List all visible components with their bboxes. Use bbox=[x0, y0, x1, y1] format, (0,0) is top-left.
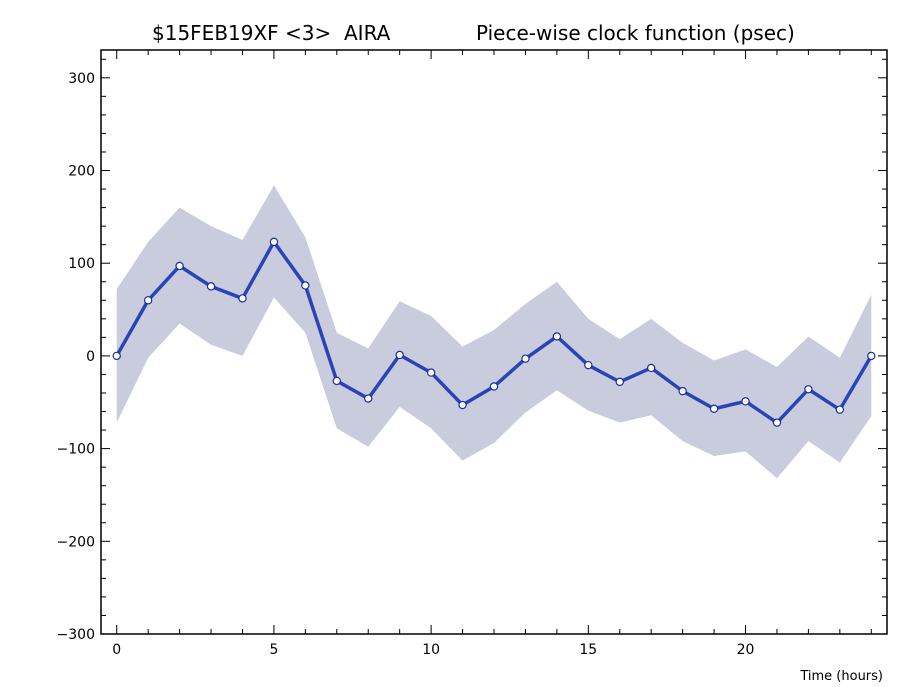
y-tick-label: −100 bbox=[57, 442, 95, 458]
uncertainty-band-layer bbox=[116, 185, 872, 479]
data-point bbox=[112, 351, 121, 361]
data-point bbox=[175, 261, 184, 271]
data-point bbox=[647, 363, 656, 373]
data-point bbox=[301, 281, 310, 290]
data-point bbox=[709, 404, 719, 413]
data-point bbox=[521, 354, 530, 363]
y-tick-label: 300 bbox=[68, 71, 95, 87]
data-point bbox=[332, 376, 341, 386]
chart-title-left: $15FEB19XF <3> AIRA bbox=[152, 21, 391, 45]
data-point bbox=[489, 382, 499, 391]
data-point bbox=[867, 351, 876, 361]
data-point bbox=[426, 368, 436, 377]
data-point bbox=[835, 405, 845, 414]
data-point bbox=[143, 296, 153, 305]
y-tick-label: 200 bbox=[68, 164, 95, 180]
data-point bbox=[269, 237, 279, 247]
x-axis-label: Time (hours) bbox=[799, 669, 883, 684]
x-tick-label: 0 bbox=[112, 642, 121, 658]
y-tick-label: −300 bbox=[57, 627, 95, 643]
chart-title-right: Piece-wise clock function (psec) bbox=[476, 21, 795, 45]
y-tick-label: 0 bbox=[86, 349, 95, 365]
data-point bbox=[804, 385, 813, 394]
data-point bbox=[364, 394, 373, 403]
data-point bbox=[395, 350, 404, 360]
data-point bbox=[458, 400, 467, 410]
series-marker-layer bbox=[112, 237, 876, 427]
data-point bbox=[772, 418, 782, 427]
x-tick-label: 5 bbox=[269, 642, 278, 658]
data-point bbox=[741, 397, 750, 406]
x-tick-label: 20 bbox=[737, 642, 755, 658]
x-tick-label: 10 bbox=[422, 642, 440, 658]
data-point bbox=[206, 282, 216, 291]
data-point bbox=[615, 377, 624, 387]
y-tick-label: −200 bbox=[57, 534, 95, 550]
data-point bbox=[678, 386, 687, 396]
data-point bbox=[584, 360, 593, 370]
x-tick-label: 15 bbox=[579, 642, 597, 658]
uncertainty-band bbox=[116, 185, 872, 479]
data-point bbox=[552, 332, 562, 341]
y-tick-label: 100 bbox=[68, 256, 95, 272]
data-point bbox=[238, 294, 247, 303]
axis-tick-layer: 0 5 10 15 20 −300 −200 −100 0 100 200 300 bbox=[57, 50, 887, 658]
